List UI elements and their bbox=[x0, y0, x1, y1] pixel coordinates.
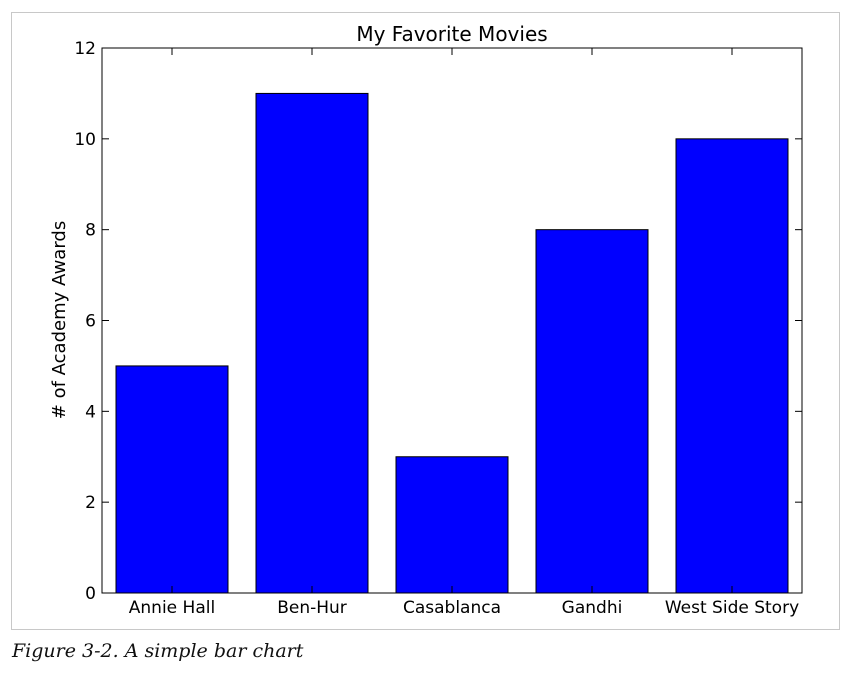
y-tick-label: 4 bbox=[85, 402, 96, 422]
chart-title: My Favorite Movies bbox=[356, 22, 547, 46]
bar-casablanca bbox=[395, 456, 509, 594]
x-tick-label: Ben-Hur bbox=[277, 598, 347, 618]
y-tick-label: 0 bbox=[85, 584, 96, 604]
x-tick-label: West Side Story bbox=[665, 598, 799, 618]
y-tick-label: 2 bbox=[85, 493, 96, 513]
y-axis-label: # of Academy Awards bbox=[49, 221, 70, 419]
y-tick-label: 8 bbox=[85, 221, 96, 241]
x-tick-label: Gandhi bbox=[562, 598, 623, 618]
bar-ben-hur bbox=[255, 92, 369, 594]
bars-group bbox=[115, 92, 789, 594]
x-axis-ticks: Annie Hall Ben-Hur Casablanca Gandhi West Si… bbox=[129, 48, 799, 618]
y-tick-label: 10 bbox=[74, 130, 96, 150]
x-tick-label: Annie Hall bbox=[129, 598, 215, 618]
figure-caption: Figure 3-2. A simple bar chart bbox=[12, 640, 304, 662]
bar-gandhi bbox=[535, 229, 649, 594]
y-tick-label: 6 bbox=[85, 312, 96, 332]
x-tick-label: Casablanca bbox=[403, 598, 501, 618]
bar-annie-hall bbox=[115, 365, 229, 594]
bar-west-side-story bbox=[675, 138, 789, 594]
y-tick-label: 12 bbox=[74, 39, 96, 59]
y-axis-ticks: 0 2 4 6 8 10 12 bbox=[74, 39, 802, 604]
